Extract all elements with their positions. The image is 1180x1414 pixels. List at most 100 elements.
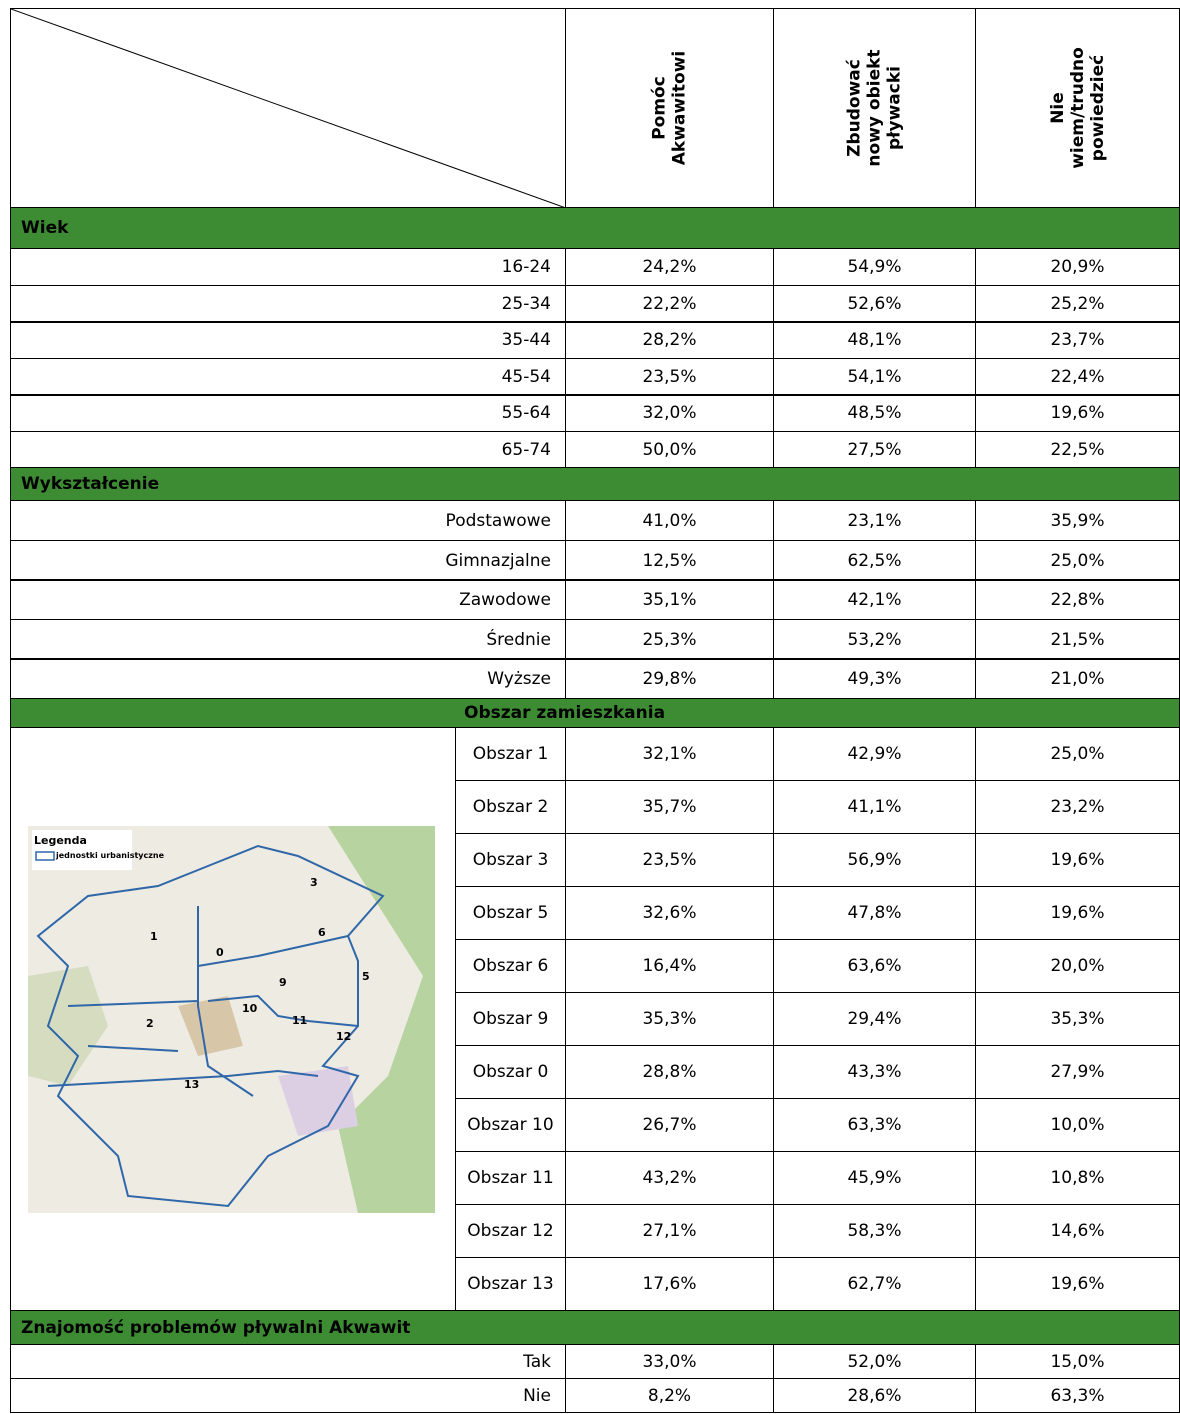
row-label: Obszar 12 xyxy=(455,1204,566,1258)
row-label: Wyższe xyxy=(10,658,566,699)
value-cell: 32,1% xyxy=(565,727,774,781)
map-label: 9 xyxy=(279,976,287,989)
map-label: 5 xyxy=(362,970,370,983)
value-cell: 22,4% xyxy=(975,358,1180,396)
value-cell: 49,3% xyxy=(773,658,976,699)
value-cell: 8,2% xyxy=(565,1378,774,1413)
map-label: 0 xyxy=(216,946,224,959)
value-cell: 21,5% xyxy=(975,619,1180,660)
value-cell: 23,1% xyxy=(773,500,976,541)
header-line: nowy obiekt xyxy=(864,49,885,167)
row-label: Obszar 0 xyxy=(455,1045,566,1099)
section-header: Znajomość problemów pływalni Akwawit xyxy=(10,1310,1180,1345)
value-cell: 29,8% xyxy=(565,658,774,699)
value-cell: 25,0% xyxy=(975,727,1180,781)
value-cell: 16,4% xyxy=(565,939,774,993)
value-cell: 17,6% xyxy=(565,1257,774,1311)
value-cell: 63,6% xyxy=(773,939,976,993)
value-cell: 27,9% xyxy=(975,1045,1180,1099)
value-cell: 19,6% xyxy=(975,833,1180,887)
value-cell: 42,1% xyxy=(773,579,976,620)
value-cell: 54,1% xyxy=(773,358,976,396)
row-label: 55-64 xyxy=(10,394,566,432)
section-header: Wiek xyxy=(10,207,1180,249)
row-label: Obszar 9 xyxy=(455,992,566,1046)
value-cell: 62,5% xyxy=(773,540,976,581)
value-cell: 19,6% xyxy=(975,886,1180,940)
value-cell: 56,9% xyxy=(773,833,976,887)
value-cell: 48,5% xyxy=(773,394,976,432)
value-cell: 19,6% xyxy=(975,1257,1180,1311)
map-label: 3 xyxy=(310,876,318,889)
value-cell: 21,0% xyxy=(975,658,1180,699)
value-cell: 35,7% xyxy=(565,780,774,834)
value-cell: 58,3% xyxy=(773,1204,976,1258)
column-header: Nie wiem/trudno powiedzieć xyxy=(975,8,1180,208)
value-cell: 12,5% xyxy=(565,540,774,581)
value-cell: 26,7% xyxy=(565,1098,774,1152)
value-cell: 23,5% xyxy=(565,833,774,887)
value-cell: 43,3% xyxy=(773,1045,976,1099)
map-label: 12 xyxy=(336,1030,351,1043)
value-cell: 23,5% xyxy=(565,358,774,396)
map-label: 11 xyxy=(292,1014,307,1027)
header-text: Nie wiem/trudno powiedzieć xyxy=(1048,47,1108,169)
section-header: Obszar zamieszkania xyxy=(10,698,1180,728)
row-label: Obszar 6 xyxy=(455,939,566,993)
header-line: powiedzieć xyxy=(1087,54,1108,162)
diagonal xyxy=(11,9,566,209)
row-label: Podstawowe xyxy=(10,500,566,541)
row-label: Gimnazjalne xyxy=(10,540,566,581)
value-cell: 23,2% xyxy=(975,780,1180,834)
value-cell: 29,4% xyxy=(773,992,976,1046)
value-cell: 22,8% xyxy=(975,579,1180,620)
header-text: Pomóc Akwawitowi xyxy=(649,51,689,166)
value-cell: 52,0% xyxy=(773,1344,976,1379)
value-cell: 53,2% xyxy=(773,619,976,660)
row-label: 16-24 xyxy=(10,248,566,286)
value-cell: 22,5% xyxy=(975,431,1180,469)
value-cell: 14,6% xyxy=(975,1204,1180,1258)
value-cell: 33,0% xyxy=(565,1344,774,1379)
row-label: Obszar 1 xyxy=(455,727,566,781)
value-cell: 47,8% xyxy=(773,886,976,940)
value-cell: 63,3% xyxy=(773,1098,976,1152)
value-cell: 32,0% xyxy=(565,394,774,432)
value-cell: 10,8% xyxy=(975,1151,1180,1205)
value-cell: 35,3% xyxy=(975,992,1180,1046)
row-label: Obszar 11 xyxy=(455,1151,566,1205)
value-cell: 15,0% xyxy=(975,1344,1180,1379)
map-label: 1 xyxy=(150,930,158,943)
header-line: Pomóc xyxy=(649,76,670,140)
column-header: Zbudować nowy obiekt pływacki xyxy=(773,8,976,208)
legend-title: Legenda xyxy=(34,834,87,847)
row-label: 35-44 xyxy=(10,321,566,359)
header-line: Nie xyxy=(1047,92,1068,124)
value-cell: 35,1% xyxy=(565,579,774,620)
map-label: 13 xyxy=(184,1078,199,1091)
header-corner xyxy=(10,8,566,209)
value-cell: 42,9% xyxy=(773,727,976,781)
value-cell: 45,9% xyxy=(773,1151,976,1205)
value-cell: 54,9% xyxy=(773,248,976,286)
value-cell: 52,6% xyxy=(773,285,976,323)
row-label: Obszar 3 xyxy=(455,833,566,887)
section-header: Wykształcenie xyxy=(10,467,1180,501)
row-label: Zawodowe xyxy=(10,579,566,620)
map-label: 6 xyxy=(318,926,326,939)
row-label: 45-54 xyxy=(10,358,566,396)
value-cell: 28,6% xyxy=(773,1378,976,1413)
row-label: Obszar 10 xyxy=(455,1098,566,1152)
value-cell: 48,1% xyxy=(773,321,976,359)
value-cell: 28,2% xyxy=(565,321,774,359)
value-cell: 27,1% xyxy=(565,1204,774,1258)
value-cell: 20,0% xyxy=(975,939,1180,993)
map-label: 2 xyxy=(146,1017,154,1030)
row-label: Obszar 13 xyxy=(455,1257,566,1311)
value-cell: 35,9% xyxy=(975,500,1180,541)
row-label: Nie xyxy=(10,1378,566,1413)
row-label: Średnie xyxy=(10,619,566,660)
value-cell: 62,7% xyxy=(773,1257,976,1311)
value-cell: 27,5% xyxy=(773,431,976,469)
